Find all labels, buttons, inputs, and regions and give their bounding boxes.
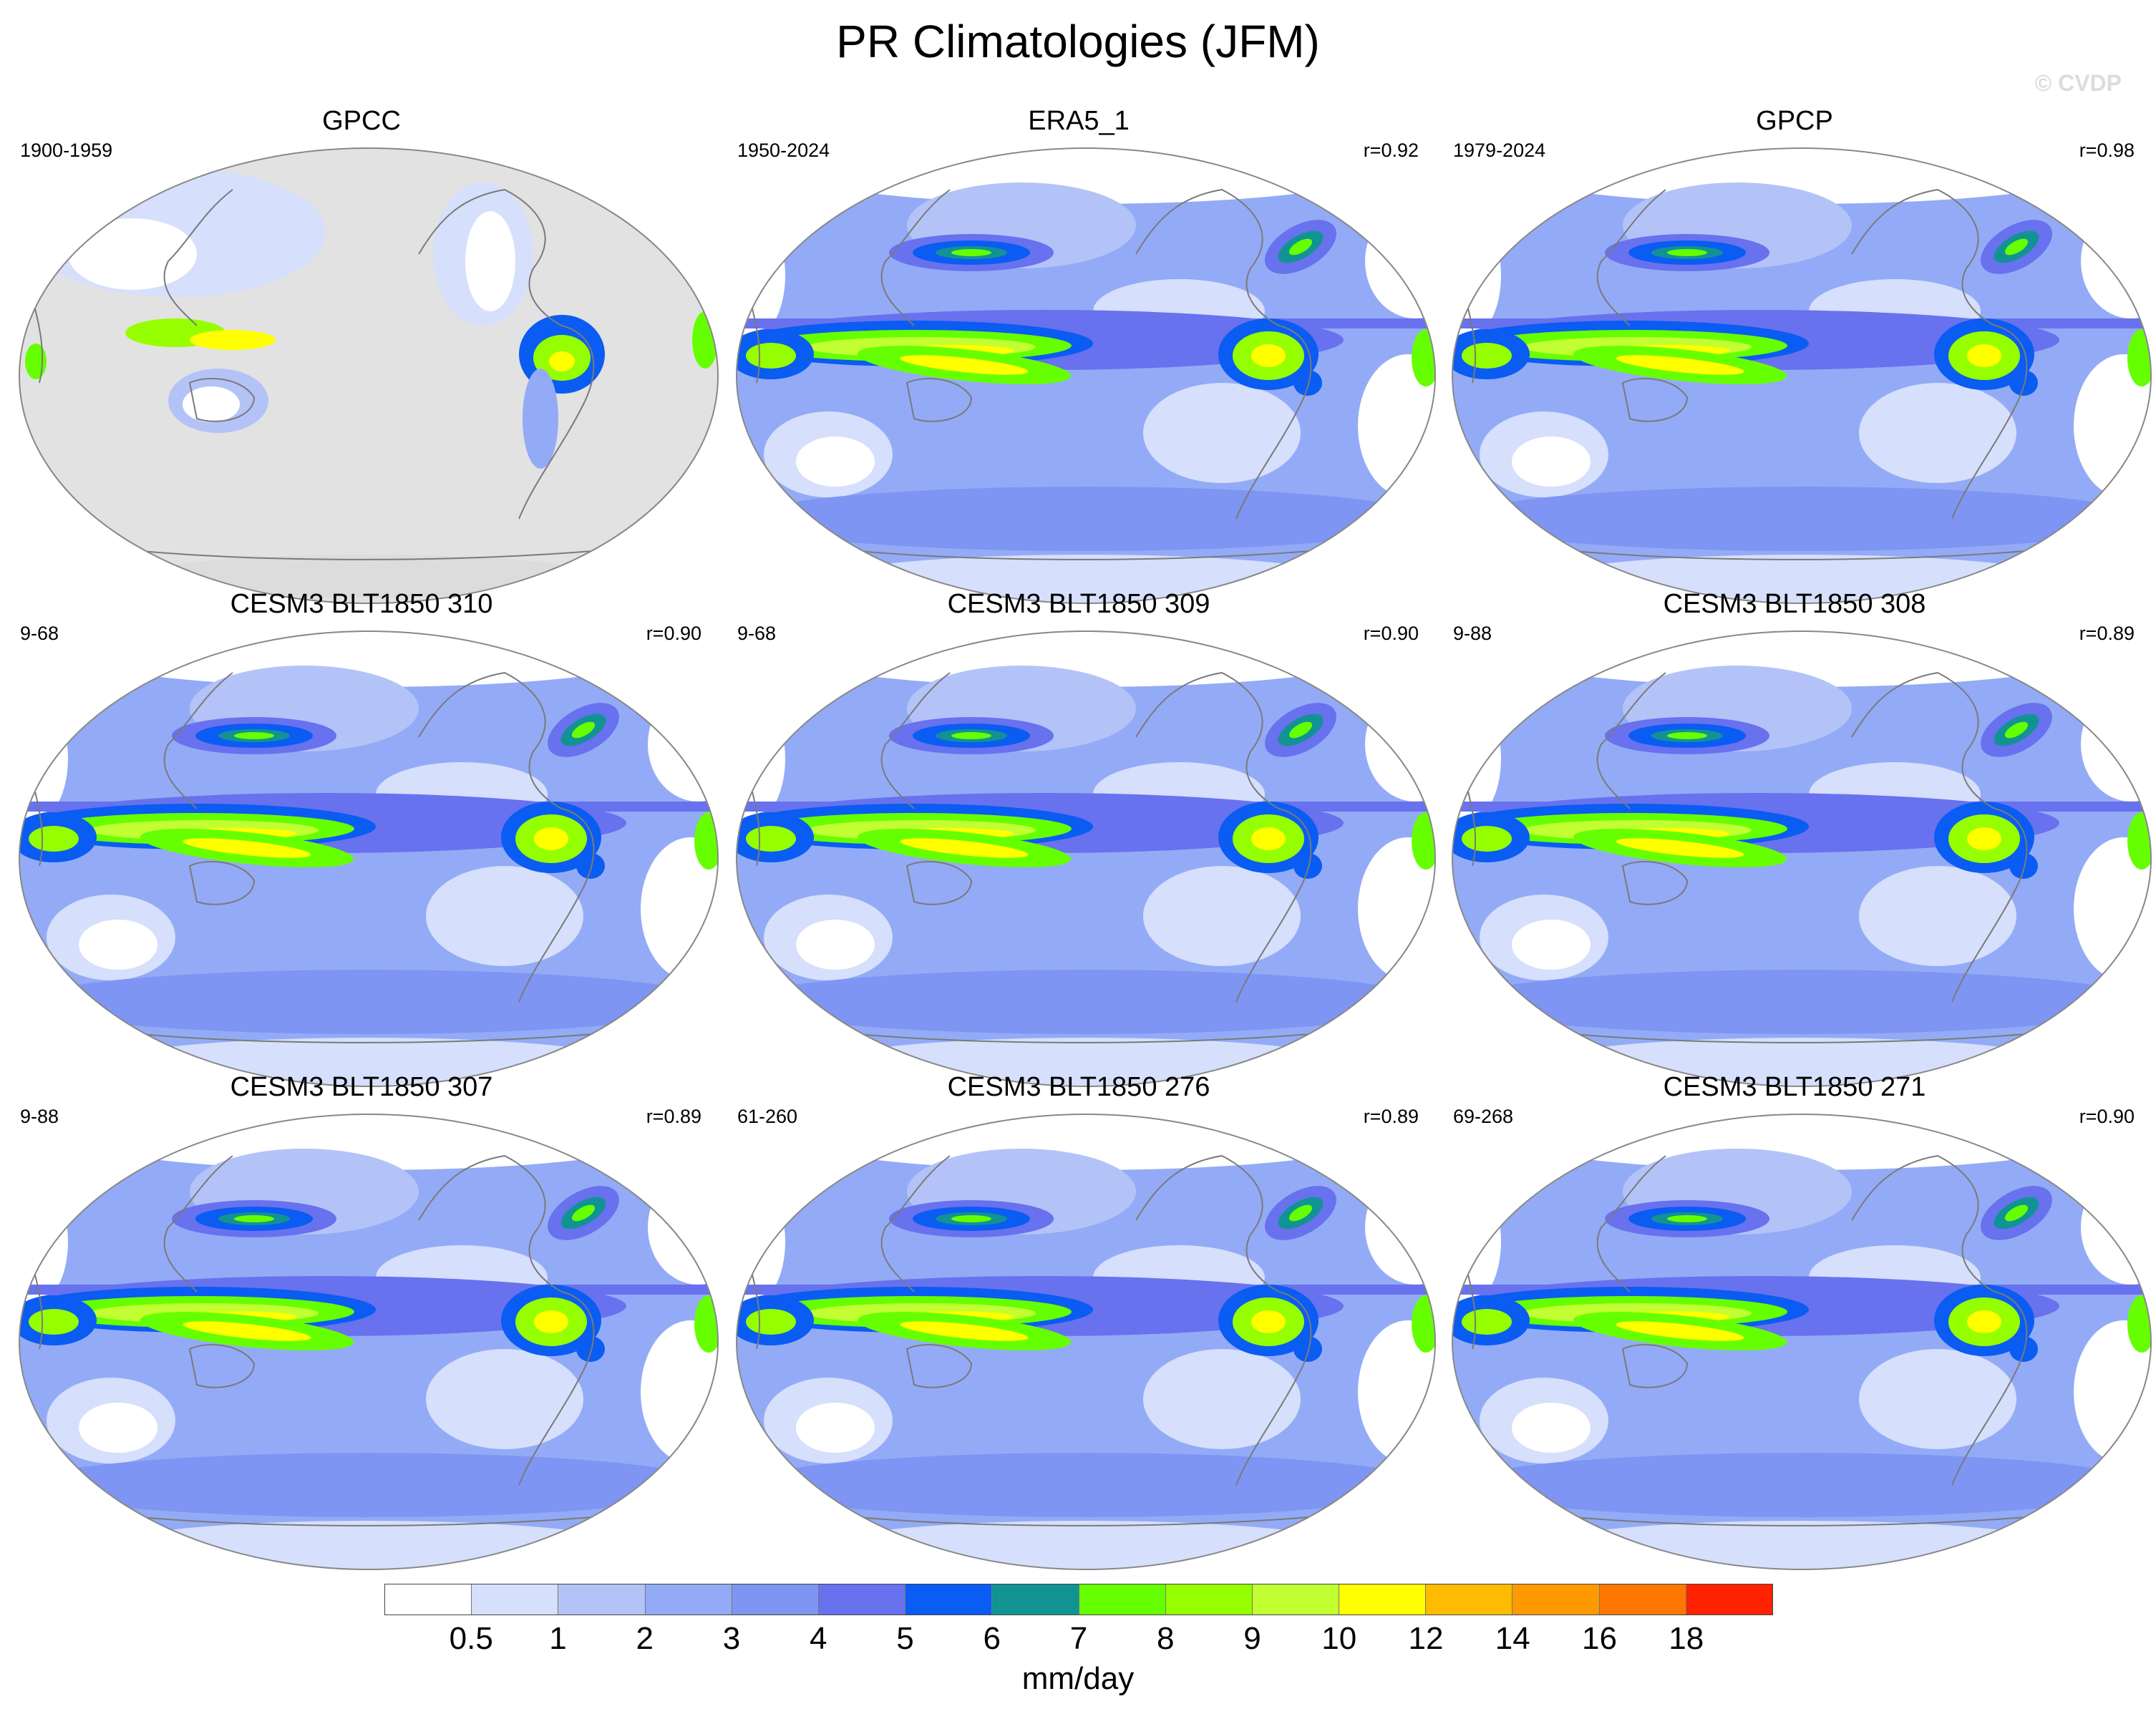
colorbar-tick-label: 1	[549, 1621, 567, 1656]
colorbar-tick-label: 16	[1582, 1621, 1617, 1656]
colorbar-swatch	[1165, 1584, 1253, 1615]
map-border	[19, 630, 719, 1087]
map-border	[19, 1114, 719, 1570]
precipitation-map	[19, 147, 719, 604]
panel-period: 9-68	[20, 623, 59, 644]
map-border	[736, 630, 1436, 1087]
colorbar-tick-label: 0.5	[449, 1621, 493, 1656]
panel-correlation: r=0.89	[646, 1106, 701, 1127]
colorbar-tick-labels: 0.5 1 2 3 4 5 6 7 8 9 10 12 14 16 18	[384, 1619, 1773, 1659]
colorbar-units: mm/day	[1021, 1661, 1135, 1696]
precipitation-map	[736, 630, 1436, 1087]
colorbar-swatch	[385, 1584, 472, 1615]
map-panel: CESM3 BLT1850 310 9-68 r=0.90	[7, 587, 719, 1087]
colorbar-swatch	[645, 1584, 732, 1615]
panel-period: 9-68	[737, 623, 777, 644]
panel-title: GPCP	[1756, 106, 1833, 136]
panel-correlation: r=0.92	[1363, 140, 1419, 161]
colorbar-swatch	[1426, 1584, 1513, 1615]
colorbar-tick-label: 4	[810, 1621, 827, 1656]
panel-period: 9-88	[1453, 623, 1492, 644]
map-panel: ERA5_1 1950-2024 r=0.92	[724, 104, 1436, 604]
map-panel: CESM3 BLT1850 309 9-68 r=0.90	[724, 587, 1436, 1087]
panel-period: 9-88	[20, 1106, 59, 1127]
map-border	[1452, 630, 2152, 1087]
colorbar-tick-label: 7	[1069, 1621, 1088, 1656]
panel-period: 1950-2024	[737, 140, 830, 161]
colorbar	[384, 1584, 1773, 1615]
precipitation-map	[736, 1114, 1436, 1570]
colorbar-tick-label: 10	[1321, 1621, 1357, 1656]
colorbar-tick-label: 2	[636, 1621, 654, 1656]
panel-correlation: r=0.98	[2079, 140, 2135, 161]
colorbar-tick-label: 14	[1495, 1621, 1530, 1656]
colorbar-swatch	[905, 1584, 993, 1615]
precipitation-map	[1452, 630, 2152, 1087]
panel-correlation: r=0.90	[2079, 1106, 2135, 1127]
precipitation-map	[19, 1114, 719, 1570]
panel-title: GPCC	[322, 106, 401, 136]
map-panel: CESM3 BLT1850 307 9-88 r=0.89	[7, 1070, 719, 1570]
map-panel: GPCP 1979-2024 r=0.98	[1440, 104, 2152, 604]
colorbar-swatch	[1599, 1584, 1686, 1615]
panel-correlation: r=0.90	[1363, 623, 1419, 644]
panel-period: 69-268	[1453, 1106, 1514, 1127]
colorbar-tick-label: 3	[722, 1621, 741, 1656]
map-border	[736, 1114, 1436, 1570]
map-panel: CESM3 BLT1850 276 61-260 r=0.89	[724, 1070, 1436, 1570]
precipitation-map	[19, 630, 719, 1087]
panel-title: CESM3 BLT1850 271	[1663, 1072, 1926, 1102]
precipitation-map	[736, 147, 1436, 604]
colorbar-swatch	[1079, 1584, 1166, 1615]
panel-title: CESM3 BLT1850 310	[230, 589, 493, 619]
panel-title: CESM3 BLT1850 309	[947, 589, 1210, 619]
colorbar-tick-label: 12	[1408, 1621, 1444, 1656]
colorbar-tick-label: 9	[1243, 1621, 1261, 1656]
colorbar-swatch	[818, 1584, 906, 1615]
panel-title: CESM3 BLT1850 276	[947, 1072, 1210, 1102]
panel-correlation: r=0.89	[1363, 1106, 1419, 1127]
precipitation-map	[1452, 1114, 2152, 1570]
panel-correlation: r=0.90	[646, 623, 701, 644]
colorbar-tick-label: 5	[896, 1621, 914, 1656]
map-panel: GPCC 1900-1959	[7, 104, 719, 604]
colorbar-swatch	[1339, 1584, 1427, 1615]
colorbar-swatch	[1252, 1584, 1340, 1615]
map-border	[736, 147, 1436, 604]
colorbar-swatch	[732, 1584, 819, 1615]
map-panel: CESM3 BLT1850 271 69-268 r=0.90	[1440, 1070, 2152, 1570]
panel-period: 1979-2024	[1453, 140, 1546, 161]
panel-correlation: r=0.89	[2079, 623, 2135, 644]
cvdp-watermark: © CVDP	[2034, 70, 2122, 96]
colorbar-tick-label: 6	[983, 1621, 1001, 1656]
map-border	[19, 147, 719, 604]
colorbar-tick-label: 18	[1669, 1621, 1704, 1656]
colorbar-swatch	[1512, 1584, 1600, 1615]
colorbar-swatch	[992, 1584, 1079, 1615]
panel-title: ERA5_1	[1028, 106, 1130, 136]
map-border	[1452, 1114, 2152, 1570]
colorbar-tick-label: 8	[1157, 1621, 1175, 1656]
panel-period: 1900-1959	[20, 140, 113, 161]
main-title: PR Climatologies (JFM)	[836, 16, 1320, 67]
panel-title: CESM3 BLT1850 308	[1663, 589, 1926, 619]
panel-period: 61-260	[737, 1106, 798, 1127]
map-panel: CESM3 BLT1850 308 9-88 r=0.89	[1440, 587, 2152, 1087]
precipitation-map	[1452, 147, 2152, 604]
map-border	[1452, 147, 2152, 604]
colorbar-swatch	[472, 1584, 559, 1615]
panel-title: CESM3 BLT1850 307	[230, 1072, 493, 1102]
colorbar-swatch	[558, 1584, 646, 1615]
colorbar-swatch	[1686, 1584, 1772, 1615]
